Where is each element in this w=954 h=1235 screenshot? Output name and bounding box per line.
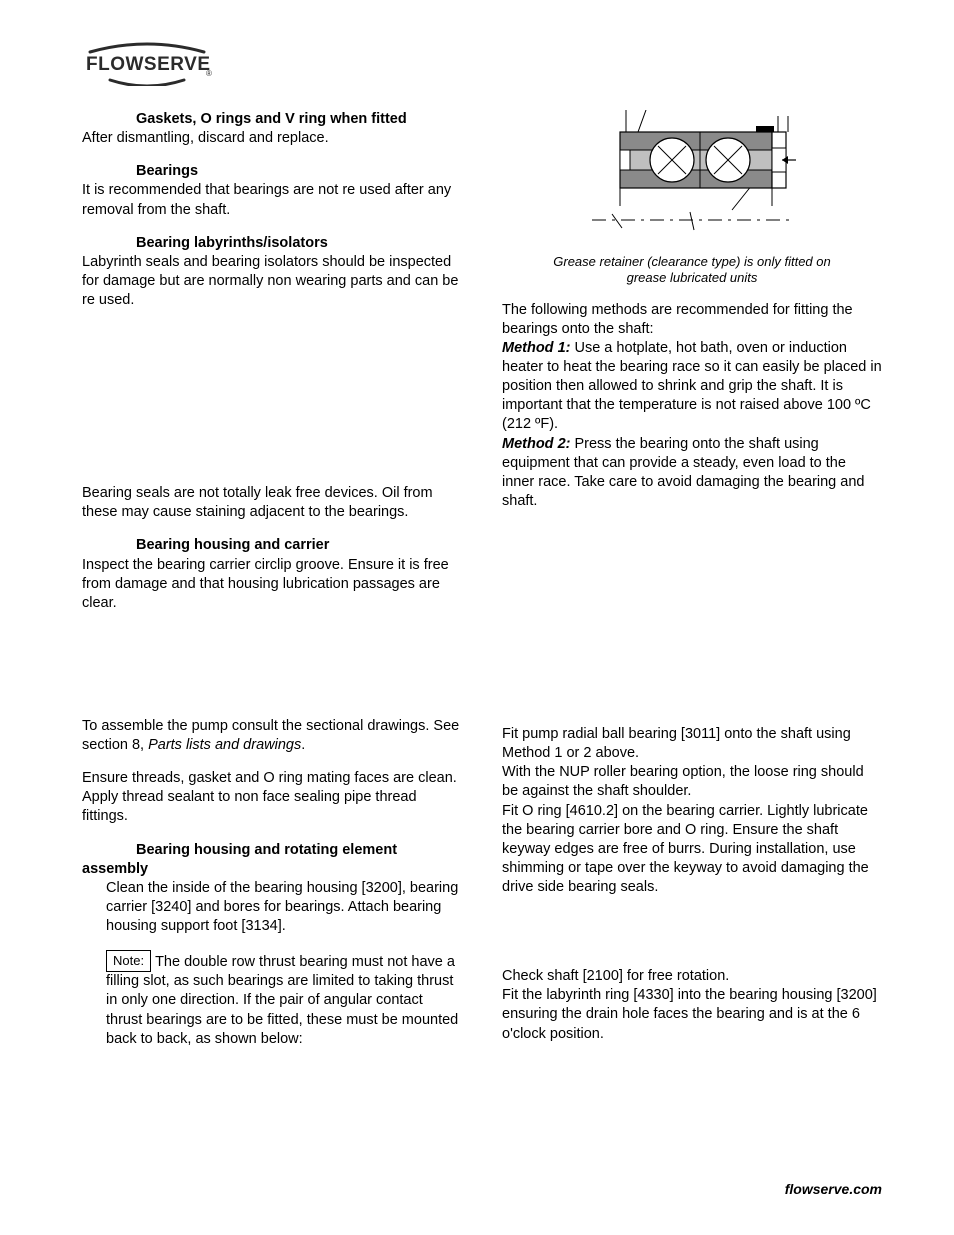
- text-check-shaft: Check shaft [2100] for free rotation.: [502, 967, 882, 986]
- text-assemble-c: .: [301, 737, 305, 753]
- method-1: Method 1: Use a hotplate, hot bath, oven…: [502, 339, 882, 435]
- method-2-label: Method 2:: [502, 436, 570, 452]
- heading-housing-carrier: Bearing housing and carrier: [136, 536, 462, 555]
- spacer: [82, 627, 462, 717]
- footer-url: flowserve.com: [785, 1181, 882, 1197]
- flowserve-logo-icon: FLOWSERVE ®: [82, 40, 212, 86]
- heading-gaskets: Gaskets, O rings and V ring when fitted: [136, 110, 462, 129]
- text-fit-radial: Fit pump radial ball bearing [3011] onto…: [502, 725, 882, 763]
- text-fit-oring: Fit O ring [4610.2] on the bearing carri…: [502, 802, 882, 898]
- logo-text: FLOWSERVE: [86, 54, 211, 75]
- text-clean-housing: Clean the inside of the bearing housing …: [106, 879, 462, 936]
- heading-bearings: Bearings: [136, 162, 462, 181]
- content-columns: Gaskets, O rings and V ring when fitted …: [82, 110, 882, 1063]
- text-threads: Ensure threads, gasket and O ring mating…: [82, 770, 457, 824]
- left-column: Gaskets, O rings and V ring when fitted …: [82, 110, 462, 1063]
- section-rotating-assembly: Bearing housing and rotating element ass…: [82, 841, 462, 879]
- section-bearings: Bearings It is recommended that bearings…: [82, 162, 462, 219]
- spacer: [502, 525, 882, 725]
- brand-logo: FLOWSERVE ®: [82, 40, 882, 86]
- method-2: Method 2: Press the bearing onto the sha…: [502, 435, 882, 512]
- text-gaskets: After dismantling, discard and replace.: [82, 130, 329, 146]
- methods-intro: The following methods are recommended fo…: [502, 301, 882, 339]
- svg-text:®: ®: [206, 69, 212, 78]
- section-labyrinths: Bearing labyrinths/isolators Labyrinth s…: [82, 234, 462, 311]
- section-bearing-seals: Bearing seals are not totally leak free …: [82, 484, 462, 522]
- text-nup-roller: With the NUP roller bearing option, the …: [502, 763, 882, 801]
- diagram-caption: Grease retainer (clearance type) is only…: [532, 254, 852, 287]
- text-bearing-seals: Bearing seals are not totally leak free …: [82, 485, 433, 520]
- text-housing-carrier: Inspect the bearing carrier circlip groo…: [82, 557, 449, 611]
- method-1-label: Method 1:: [502, 340, 570, 356]
- spacer: [82, 324, 462, 484]
- section-housing-carrier: Bearing housing and carrier Inspect the …: [82, 536, 462, 613]
- bearing-diagram-icon: [582, 110, 802, 240]
- text-fit-labyrinth: Fit the labyrinth ring [4330] into the b…: [502, 986, 882, 1043]
- bearing-diagram: [502, 110, 882, 246]
- text-bearings: It is recommended that bearings are not …: [82, 182, 451, 217]
- section-gaskets: Gaskets, O rings and V ring when fitted …: [82, 110, 462, 148]
- page: FLOWSERVE ® Gaskets, O rings and V ring …: [0, 0, 954, 1235]
- note-label: Note:: [106, 950, 151, 972]
- section-assemble: To assemble the pump consult the section…: [82, 717, 462, 755]
- text-assemble-italic: Parts lists and drawings: [148, 737, 301, 753]
- note-block: Note:The double row thrust bearing must …: [106, 950, 462, 1049]
- spacer: [502, 911, 882, 967]
- text-note: The double row thrust bearing must not h…: [106, 954, 458, 1047]
- section-threads: Ensure threads, gasket and O ring mating…: [82, 769, 462, 826]
- heading-labyrinths: Bearing labyrinths/isolators: [136, 234, 462, 253]
- right-column: Grease retainer (clearance type) is only…: [502, 110, 882, 1063]
- heading-rotating-assembly: Bearing housing and rotating element ass…: [82, 841, 462, 879]
- text-labyrinths: Labyrinth seals and bearing isolators sh…: [82, 254, 458, 308]
